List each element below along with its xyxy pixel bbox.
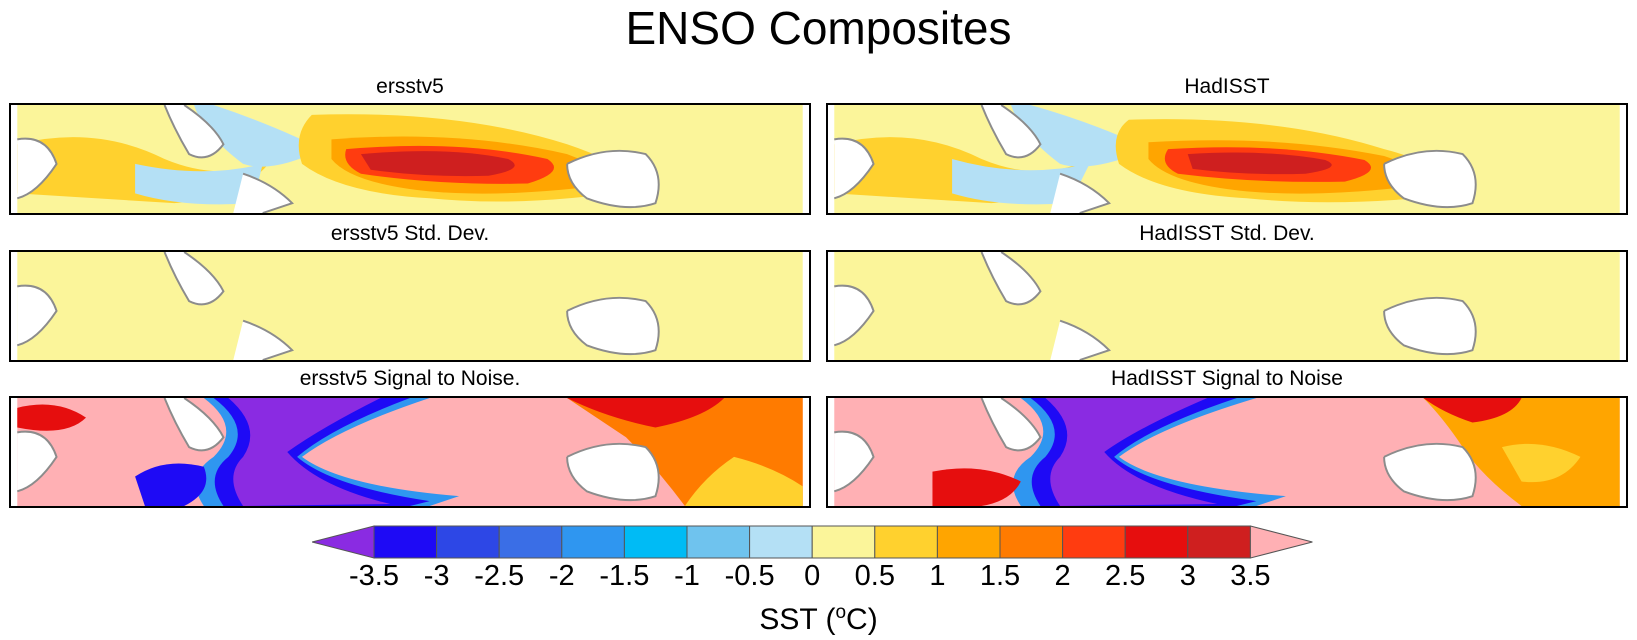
colorbar-box (874, 525, 938, 559)
colorbar-box (686, 525, 751, 559)
colorbar-tick-label: 2.5 (1105, 560, 1146, 592)
panel-title-hadisst-stddev: HadISST Std. Dev. (1139, 222, 1315, 245)
map-panel-ersstv5-composite (9, 103, 811, 215)
colorbar-end-low (312, 525, 375, 559)
map-hadisst-snr (834, 398, 1620, 506)
colorbar-box (623, 525, 688, 559)
colorbar-boxes (312, 525, 1313, 559)
map-panel-hadisst-stddev (826, 250, 1628, 362)
colorbar-label-text: SST ( (759, 603, 836, 636)
colorbar-tick-label: 2 (1054, 560, 1071, 592)
colorbar-tick-label: -2 (548, 560, 575, 592)
colorbar-label: SST (oC) (0, 596, 1637, 637)
colorbar-box (936, 525, 1001, 559)
map-ersstv5-snr (17, 398, 803, 506)
colorbar-tick-label: -2.5 (474, 560, 525, 592)
colorbar-box (1062, 525, 1126, 559)
colorbar-tick-label: -1 (674, 560, 700, 592)
panel-title-hadisst-snr: HadISST Signal to Noise (1111, 367, 1343, 390)
map-panel-ersstv5-stddev (9, 250, 811, 362)
colorbar-tick-label: -3 (423, 560, 450, 592)
colorbar-box (373, 525, 438, 559)
map-ersstv5-stddev (17, 252, 803, 360)
colorbar-label-unit: C) (846, 603, 878, 636)
colorbar-tick-label: -3.5 (349, 560, 399, 592)
colorbar-box (436, 525, 500, 559)
panel-title-ersstv5-stddev: ersstv5 Std. Dev. (330, 222, 490, 245)
map-ersstv5-composite (17, 105, 803, 213)
colorbar-tick-label: -0.5 (724, 560, 775, 592)
colorbar-box (811, 525, 876, 559)
colorbar-tick-label: 3.5 (1230, 560, 1271, 592)
colorbar-box (498, 525, 563, 559)
colorbar-end-high (1249, 525, 1313, 559)
map-panel-hadisst-snr (826, 396, 1628, 508)
colorbar-tick-label: 0 (804, 560, 821, 592)
colorbar-box (1187, 525, 1251, 559)
colorbar-box (1124, 525, 1189, 559)
colorbar-tick-label: 1 (929, 560, 946, 592)
colorbar (312, 525, 1313, 559)
panel-title-ersstv5-snr: ersstv5 Signal to Noise. (299, 367, 521, 390)
colorbar-box (999, 525, 1064, 559)
panel-title-hadisst: HadISST (1184, 75, 1270, 98)
map-panel-hadisst-composite (826, 103, 1628, 215)
colorbar-box (749, 525, 813, 559)
colorbar-tick-label: -1.5 (599, 560, 650, 592)
map-hadisst-stddev (834, 252, 1620, 360)
map-hadisst-composite (834, 105, 1620, 213)
colorbar-label-sup: o (835, 602, 847, 623)
colorbar-tick-label: 0.5 (854, 560, 895, 592)
colorbar-box (561, 525, 625, 559)
figure-title: ENSO Composites (625, 2, 1012, 54)
colorbar-tick-label: 1.5 (979, 560, 1021, 592)
map-panel-ersstv5-snr (9, 396, 811, 508)
colorbar-tick-label: 3 (1179, 560, 1196, 592)
panel-title-ersstv5: ersstv5 (376, 75, 444, 98)
